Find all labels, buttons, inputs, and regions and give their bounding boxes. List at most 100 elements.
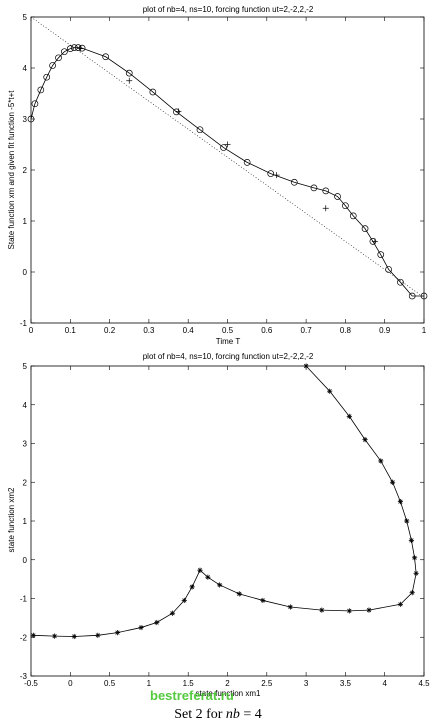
star-marker — [389, 479, 396, 485]
x-tick-label: 0.5 — [222, 326, 234, 335]
x-tick-label: 0 — [68, 679, 73, 688]
y-tick-label: 1 — [23, 217, 28, 226]
circle-marker — [408, 292, 416, 300]
chart-2-xlabel: state function xm1 — [196, 689, 261, 698]
chart-1-title: plot of nb=4, ns=10, forcing function ut… — [143, 5, 314, 14]
x-tick-label: 1.5 — [183, 679, 195, 688]
circle-marker — [43, 73, 51, 81]
circle-marker — [349, 212, 357, 220]
star-marker — [404, 518, 410, 524]
caption-prefix: Set 2 for — [174, 707, 226, 722]
x-tick-label: 0.7 — [301, 326, 313, 335]
circle-marker — [31, 100, 39, 108]
chart-2-ylabel: state function xm2 — [7, 487, 16, 552]
circle-marker — [55, 54, 62, 62]
x-tick-label: 0.5 — [104, 679, 116, 688]
circle-marker — [420, 292, 428, 300]
circle-marker — [220, 144, 227, 151]
circle-marker — [290, 178, 298, 186]
star-marker — [169, 610, 176, 616]
star-marker — [205, 574, 211, 580]
chart-2: plot of nb=4, ns=10, forcing function ut… — [7, 352, 430, 698]
x-tick-label: 0.2 — [104, 326, 116, 335]
x-tick-label: 2.5 — [261, 679, 273, 688]
state-line — [30, 47, 424, 297]
y-tick-label: 3 — [23, 115, 28, 124]
chart-1-ylabel: State function xm and given fit function… — [7, 90, 16, 250]
plus-marker — [77, 45, 84, 52]
circle-marker — [377, 251, 385, 259]
star-marker — [378, 458, 384, 464]
y-tick-label: -1 — [20, 319, 28, 328]
x-tick-label: 0.8 — [340, 326, 352, 335]
x-tick-label: 1 — [147, 679, 152, 688]
y-tick-label: 4 — [23, 401, 28, 410]
star-marker — [413, 570, 419, 576]
x-tick-label: -0.5 — [24, 679, 38, 688]
star-marker — [362, 437, 368, 443]
x-tick-label: 1 — [422, 326, 427, 335]
chart-1: plot of nb=4, ns=10, forcing function ut… — [7, 5, 428, 346]
star-marker — [181, 597, 187, 604]
star-marker — [30, 632, 36, 638]
plus-marker — [126, 77, 133, 84]
chart-2-series — [30, 363, 419, 640]
plus-marker — [175, 108, 182, 115]
y-tick-label: 0 — [23, 556, 28, 565]
x-tick-label: 0.4 — [183, 326, 195, 335]
plus-marker — [273, 172, 280, 179]
x-tick-label: 0.1 — [65, 326, 77, 335]
chart-2-ticks: -0.5 0 0.5 1 1.5 2 2.5 3 3.5 4 4.5 -3 -2 -1 0 1 2 3 4 5 — [20, 362, 430, 688]
plus-marker — [224, 141, 231, 148]
y-tick-label: -3 — [20, 672, 28, 681]
plus-marker — [371, 238, 378, 245]
star-marker — [197, 567, 203, 573]
star-marker — [411, 555, 418, 561]
y-tick-label: 4 — [23, 64, 28, 73]
star-marker — [95, 632, 101, 638]
star-marker — [366, 607, 372, 613]
star-marker — [154, 619, 160, 626]
y-tick-label: 0 — [23, 268, 28, 277]
circle-marker — [342, 202, 349, 210]
star-marker — [346, 413, 352, 419]
fit-line-dotted — [30, 16, 425, 298]
x-tick-label: 0 — [29, 326, 34, 335]
circle-marker — [334, 193, 341, 200]
star-marker — [327, 388, 333, 394]
circle-marker — [27, 115, 35, 123]
plus-marker — [322, 205, 329, 212]
star-marker — [408, 537, 415, 543]
x-tick-label: 2 — [225, 679, 230, 688]
phase-line — [33, 365, 417, 637]
caption-variable: nb — [226, 707, 240, 722]
y-tick-label: 5 — [23, 362, 28, 371]
y-tick-label: -2 — [20, 633, 28, 642]
star-marker — [397, 499, 404, 505]
star-marker — [236, 591, 242, 597]
y-tick-label: 1 — [23, 517, 28, 526]
star-marker — [114, 630, 121, 636]
chart-1-frame — [30, 16, 425, 324]
x-tick-label: 0.9 — [379, 326, 391, 335]
x-tick-label: 3 — [304, 679, 309, 688]
chart-1-series — [27, 16, 428, 300]
caption-suffix: = 4 — [240, 707, 262, 722]
star-marker — [397, 601, 404, 607]
star-marker — [260, 597, 266, 604]
star-marker — [409, 590, 415, 596]
circle-marker — [66, 45, 74, 52]
x-tick-label: 0.3 — [143, 326, 155, 335]
star-marker — [303, 363, 309, 369]
x-tick-label: 3.5 — [340, 679, 352, 688]
y-tick-label: 2 — [23, 166, 28, 175]
circle-marker — [310, 184, 318, 192]
star-marker — [71, 633, 77, 640]
circle-marker — [61, 48, 68, 56]
circle-marker — [397, 278, 404, 286]
circle-marker — [385, 266, 392, 273]
star-marker — [138, 624, 144, 631]
star-marker — [217, 582, 223, 588]
